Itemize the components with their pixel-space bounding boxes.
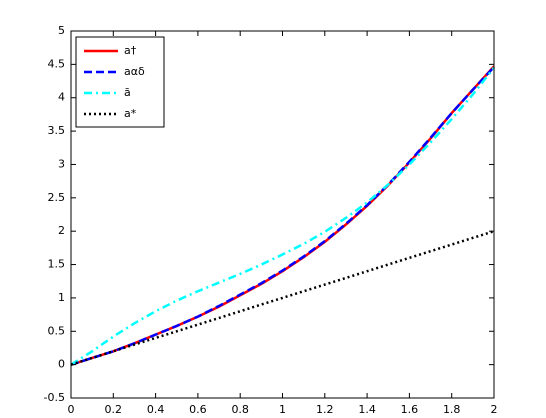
legend-label: aαδ [124, 65, 145, 78]
series-line [70, 66, 495, 366]
x-tick-label: 1.4 [358, 403, 376, 414]
x-tick-label: 1.6 [401, 403, 419, 414]
y-tick-label: 4 [58, 91, 65, 104]
legend-label: a† [124, 44, 137, 57]
x-tick-label: 1 [279, 403, 286, 414]
x-tick-label: 2 [491, 403, 498, 414]
x-tick-label: 0.2 [105, 403, 123, 414]
y-tick-label: 0.5 [48, 324, 66, 337]
series-line [70, 66, 495, 366]
y-tick-label: 1 [58, 291, 65, 304]
y-tick-label: -0.5 [44, 391, 65, 404]
y-tick-label: 2.5 [48, 191, 66, 204]
x-tick-label: 1.8 [443, 403, 461, 414]
x-tick-label: 0.8 [231, 403, 249, 414]
y-tick-label: 3 [58, 157, 65, 170]
y-tick-label: 1.5 [48, 258, 66, 271]
x-tick-label: 1.2 [316, 403, 334, 414]
x-tick-label: 0 [68, 403, 75, 414]
series-line [70, 229, 495, 366]
legend: a† aαδ ā a* [75, 36, 165, 128]
legend-label: ā [124, 86, 131, 99]
y-tick-label: 3.5 [48, 124, 66, 137]
x-tick-label: 0.6 [189, 403, 207, 414]
y-tick-label: 5 [58, 24, 65, 37]
y-tick-label: 0 [58, 358, 65, 371]
legend-label: a* [124, 107, 137, 120]
x-tick-label: 0.4 [147, 403, 165, 414]
y-tick-label: 2 [58, 224, 65, 237]
y-tick-label: 4.5 [48, 57, 66, 70]
